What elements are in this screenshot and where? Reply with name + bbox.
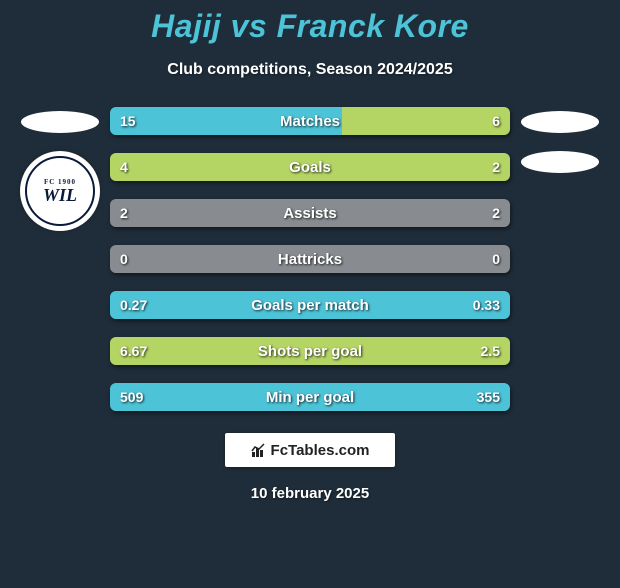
branding-label: FcTables.com [271, 442, 370, 459]
stat-row: 0.27Goals per match0.33 [110, 291, 510, 319]
left-player-badge [21, 111, 99, 133]
chart-icon [251, 442, 267, 458]
club-logo-inner: FC 1900 WIL [25, 156, 95, 226]
branding-content: FcTables.com [251, 442, 370, 459]
stat-row: 4Goals2 [110, 153, 510, 181]
comparison-card: Hajij vs Franck Kore Club competitions, … [0, 8, 620, 588]
page-title: Hajij vs Franck Kore [0, 8, 620, 45]
stat-label: Hattricks [110, 245, 510, 273]
stat-label: Shots per goal [110, 337, 510, 365]
stat-value-right: 355 [477, 383, 500, 411]
left-badges: FC 1900 WIL [10, 107, 110, 231]
right-player-badge [521, 111, 599, 133]
club-logo-main-text: WIL [43, 186, 77, 204]
right-badges [510, 107, 610, 173]
stat-row: 2Assists2 [110, 199, 510, 227]
stat-value-right: 0 [492, 245, 500, 273]
stat-value-right: 6 [492, 107, 500, 135]
stat-label: Goals per match [110, 291, 510, 319]
stat-bars: 15Matches64Goals22Assists20Hattricks00.2… [110, 107, 510, 411]
page-subtitle: Club competitions, Season 2024/2025 [0, 61, 620, 79]
stat-label: Min per goal [110, 383, 510, 411]
date-label: 10 february 2025 [0, 485, 620, 502]
stat-value-right: 2 [492, 153, 500, 181]
left-club-logo: FC 1900 WIL [20, 151, 100, 231]
stat-row: 6.67Shots per goal2.5 [110, 337, 510, 365]
stat-label: Goals [110, 153, 510, 181]
stats-area: FC 1900 WIL 15Matches64Goals22Assists20H… [0, 107, 620, 411]
stat-value-right: 2.5 [481, 337, 500, 365]
stat-row: 509Min per goal355 [110, 383, 510, 411]
stat-value-right: 2 [492, 199, 500, 227]
stat-row: 0Hattricks0 [110, 245, 510, 273]
branding[interactable]: FcTables.com [225, 433, 395, 467]
right-club-badge [521, 151, 599, 173]
stat-label: Assists [110, 199, 510, 227]
stat-value-right: 0.33 [473, 291, 500, 319]
stat-row: 15Matches6 [110, 107, 510, 135]
stat-label: Matches [110, 107, 510, 135]
